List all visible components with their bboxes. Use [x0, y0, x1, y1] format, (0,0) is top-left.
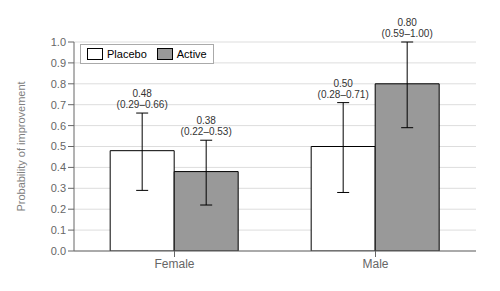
svg-text:Probability of improvement: Probability of improvement	[15, 81, 27, 211]
svg-text:0.0: 0.0	[51, 245, 66, 257]
svg-text:0.1: 0.1	[51, 224, 66, 236]
svg-text:0.38(0.22–0.53): 0.38(0.22–0.53)	[181, 115, 232, 137]
svg-text:0.8: 0.8	[51, 78, 66, 90]
svg-text:0.6: 0.6	[51, 120, 66, 132]
svg-text:0.9: 0.9	[51, 57, 66, 69]
html-text:Placebo: Placebo	[107, 48, 147, 60]
svg-text:0.48(0.29–0.66): 0.48(0.29–0.66)	[117, 88, 168, 110]
svg-text:0.4: 0.4	[51, 161, 66, 173]
svg-text:0.7: 0.7	[51, 99, 66, 111]
svg-text:Male: Male	[362, 257, 388, 271]
svg-text:1.0: 1.0	[51, 36, 66, 48]
svg-text:0.3: 0.3	[51, 182, 66, 194]
html-text:Active: Active	[176, 48, 207, 60]
svg-text:0.5: 0.5	[51, 140, 66, 152]
svg-text:0.50(0.28–0.71): 0.50(0.28–0.71)	[318, 78, 369, 100]
svg-text:0.80(0.59–1.00): 0.80(0.59–1.00)	[382, 17, 433, 39]
svg-text:0.2: 0.2	[51, 203, 66, 215]
svg-text:Female: Female	[154, 257, 194, 271]
